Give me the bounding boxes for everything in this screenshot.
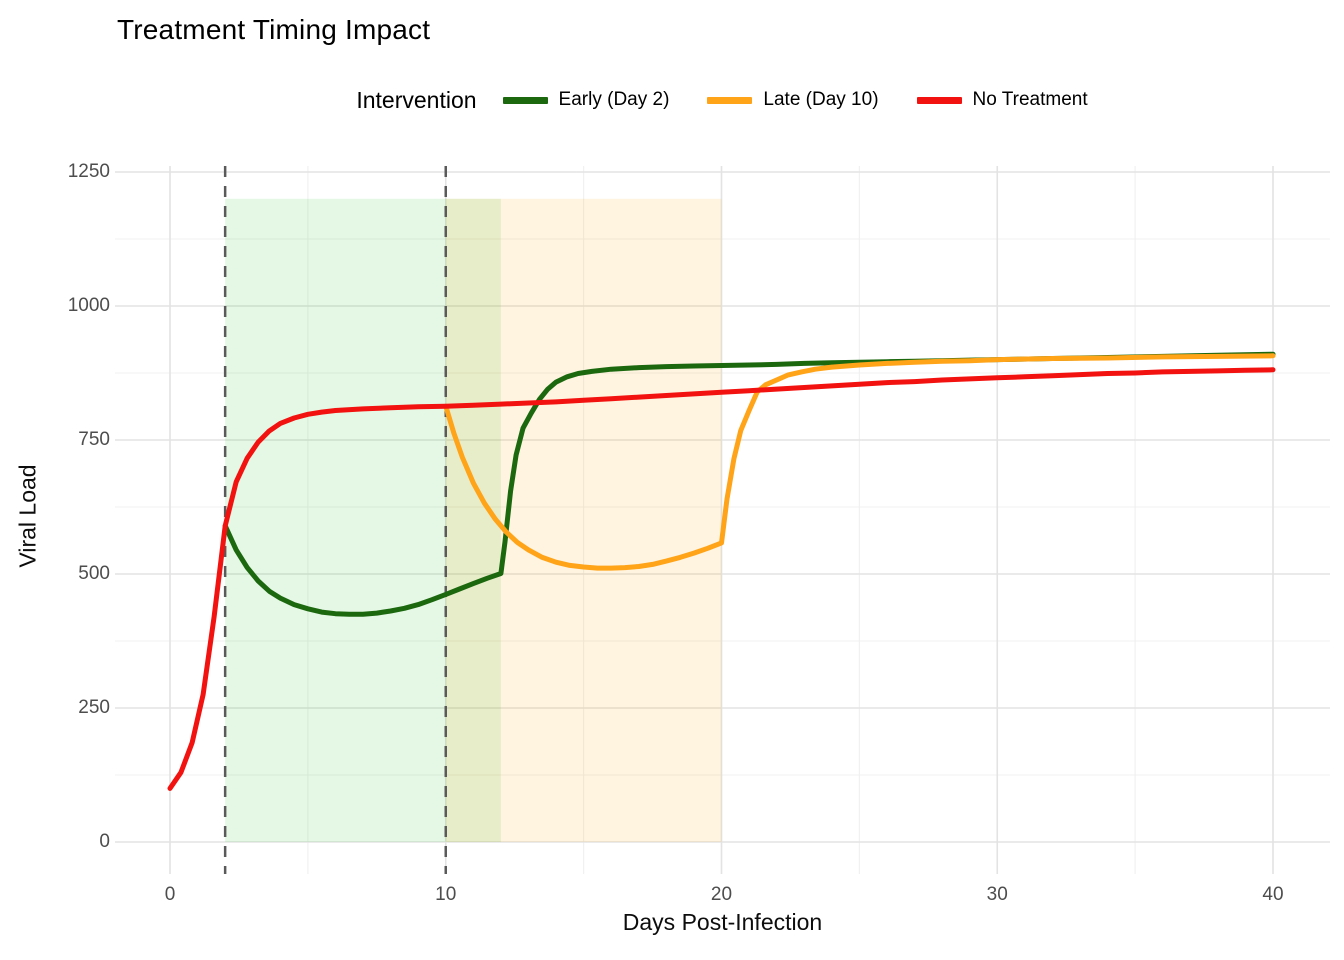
y-tick-label: 0 [99, 831, 110, 852]
y-tick-label: 1000 [67, 295, 110, 316]
y-tick-label: 250 [78, 697, 110, 718]
chart-title: Treatment Timing Impact [117, 14, 431, 45]
x-tick-label: 40 [1262, 884, 1284, 905]
x-tick-label: 10 [435, 884, 457, 905]
legend-label-no-treatment: No Treatment [972, 89, 1088, 110]
y-tick-label: 500 [78, 563, 110, 584]
x-tick-label: 30 [986, 884, 1008, 905]
series-line-no-treatment [167, 367, 1276, 791]
treatment-window-region-early [225, 198, 501, 843]
treatment-window-region-late [445, 198, 722, 843]
series-line-late-day-10 [443, 353, 1276, 571]
y-tick-label: 1250 [67, 161, 110, 182]
legend-swatch-early-icon [502, 96, 548, 104]
x-tick-label: 20 [710, 884, 733, 905]
y-axis-title: Viral Load [14, 464, 41, 568]
legend-swatch-no-treatment-icon [916, 96, 962, 104]
x-tick-label: 0 [164, 884, 176, 905]
legend-item-no-treatment: No Treatment [916, 89, 1088, 111]
legend-item-late: Late (Day 10) [707, 89, 879, 111]
x-axis-title: Days Post-Infection [622, 909, 823, 935]
legend-label-early: Early (Day 2) [558, 89, 670, 110]
legend-label-late: Late (Day 10) [763, 89, 879, 110]
legend-title: Intervention [356, 86, 477, 113]
legend-swatch-late-icon [707, 96, 753, 104]
legend-item-early: Early (Day 2) [502, 89, 670, 111]
y-tick-label: 750 [78, 429, 110, 450]
legend: Intervention Early (Day 2) Late (Day 10)… [100, 84, 1344, 116]
